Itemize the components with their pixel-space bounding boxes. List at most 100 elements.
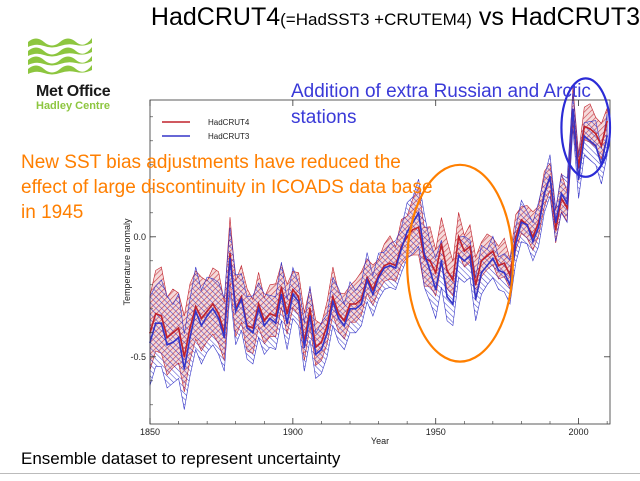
brand-subname: Hadley Centre (36, 100, 110, 112)
data-point (309, 307, 311, 310)
annotation-russian-arctic: Addition of extra Russian and Arctic sta… (291, 81, 591, 128)
y-axis-label: Temperature anomaly (122, 218, 132, 306)
legend-label-hadcrut4: HadCRUT4 (208, 118, 250, 127)
annotation-sst-bias: New SST bias adjustments have reduced th… (21, 152, 433, 223)
data-point (446, 295, 448, 298)
data-point (274, 315, 277, 317)
data-point (440, 259, 443, 262)
data-point (354, 303, 357, 305)
data-point (423, 252, 426, 255)
data-point (286, 322, 288, 325)
data-point (577, 178, 580, 181)
data-point (503, 271, 506, 274)
data-point (583, 135, 586, 137)
data-point (326, 331, 328, 334)
plot-frame (149, 99, 611, 425)
data-point (474, 298, 477, 301)
data-point (200, 324, 203, 327)
chart-legend: HadCRUT4 HadCRUT3 (162, 118, 250, 141)
x-tick-label: 2000 (569, 427, 589, 437)
data-point (486, 264, 488, 267)
data-point (154, 322, 157, 325)
data-point (486, 255, 488, 257)
data-point (463, 250, 466, 253)
data-point (337, 317, 340, 320)
data-point (572, 108, 574, 111)
data-point (377, 276, 380, 279)
footer-divider (0, 473, 640, 474)
data-point (520, 221, 523, 224)
data-point (372, 293, 374, 296)
data-point (537, 226, 540, 229)
highlight-ellipse-0 (406, 163, 514, 363)
data-point (154, 312, 157, 315)
data-point (349, 303, 351, 305)
data-point (412, 228, 414, 231)
title-subscript: (=HadSST3 +CRUTEM4) (280, 10, 472, 29)
data-point (509, 283, 511, 286)
data-point (320, 341, 323, 344)
data-point (240, 295, 243, 298)
data-point (217, 312, 220, 315)
data-point (532, 235, 534, 238)
data-point (560, 192, 563, 195)
data-point (457, 235, 460, 238)
data-point (429, 269, 431, 272)
data-point (297, 300, 300, 303)
y-tick-label: 0.0 (133, 232, 146, 242)
data-point (400, 247, 403, 250)
data-point (200, 317, 203, 320)
data-point (280, 293, 283, 296)
data-point (257, 303, 260, 305)
data-point (229, 257, 231, 260)
x-tick-label: 1850 (140, 427, 160, 437)
data-point (520, 219, 523, 221)
data-point (434, 271, 437, 274)
data-point (269, 317, 271, 320)
data-point (372, 288, 374, 291)
uncertainty-band-hadcrut3 (149, 93, 608, 410)
data-point (343, 324, 346, 327)
data-point (292, 293, 294, 296)
data-point (457, 255, 460, 257)
data-point (474, 283, 477, 286)
data-point (360, 303, 363, 305)
data-point (320, 348, 323, 351)
data-point (589, 127, 591, 130)
data-point (383, 267, 386, 269)
data-point (354, 307, 357, 310)
data-point (349, 307, 351, 310)
data-point (566, 207, 568, 209)
data-point (532, 240, 534, 243)
x-tick-label: 1900 (283, 427, 303, 437)
data-point (292, 288, 294, 291)
data-point (337, 312, 340, 315)
data-point (189, 336, 191, 339)
data-point (177, 327, 180, 329)
data-point (389, 264, 391, 267)
data-point (469, 255, 471, 257)
data-point (366, 276, 368, 279)
data-point (183, 367, 186, 370)
data-point (394, 267, 397, 269)
data-point (172, 331, 174, 334)
data-point (452, 279, 454, 281)
data-point (263, 319, 266, 322)
title-tail: vs HadCRUT3 (471, 3, 640, 31)
data-point (206, 315, 209, 317)
slide-title: HadCRUT4(=HadSST3 +CRUTEM4) vs HadCRUT3 (88, 3, 640, 32)
data-point (600, 144, 603, 147)
data-point (389, 262, 391, 265)
data-point (480, 259, 483, 262)
data-point (606, 120, 608, 123)
data-point (549, 175, 551, 178)
data-point (463, 259, 466, 262)
data-point (446, 269, 448, 272)
data-point (269, 312, 271, 315)
data-point (234, 310, 237, 313)
data-point (217, 317, 220, 320)
data-point (166, 336, 169, 339)
data-point (406, 235, 408, 238)
data-point (177, 336, 180, 339)
data-point (212, 307, 214, 310)
